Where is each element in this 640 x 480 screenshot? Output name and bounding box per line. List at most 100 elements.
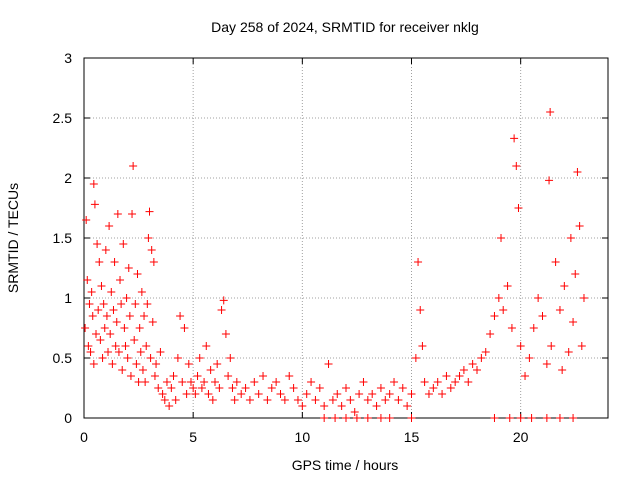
data-point (189, 384, 198, 392)
data-point (117, 300, 126, 308)
data-point (355, 390, 364, 398)
data-point (245, 396, 254, 404)
data-point (213, 360, 222, 368)
data-point (122, 294, 131, 302)
data-point (128, 210, 137, 218)
data-point (446, 384, 455, 392)
data-point (211, 378, 219, 386)
data-point (497, 234, 506, 242)
data-point (486, 330, 495, 338)
data-point (346, 396, 355, 404)
y-tick-label: 2 (64, 170, 72, 186)
data-point (186, 378, 195, 386)
data-point (547, 342, 556, 350)
data-point (96, 336, 105, 344)
y-tick-label: 0 (64, 410, 72, 426)
axis-ticks: 0 5 10 15 20 0 0.5 1 1.5 2 2.5 3 (53, 50, 608, 445)
data-point (376, 384, 385, 392)
data-point (342, 414, 350, 422)
data-point (171, 396, 180, 404)
data-point (202, 342, 211, 350)
data-point (84, 342, 93, 350)
data-point (311, 396, 320, 404)
data-point (424, 390, 433, 398)
data-point (133, 270, 142, 278)
data-point (119, 240, 128, 248)
data-point (564, 348, 573, 356)
data-point (337, 402, 346, 410)
data-point (569, 414, 578, 422)
data-point (459, 366, 468, 374)
data-point (200, 378, 209, 386)
y-tick-label: 0.5 (53, 350, 73, 366)
data-point (126, 372, 135, 380)
data-point (156, 348, 165, 356)
data-point (398, 384, 407, 392)
y-tick-label: 1.5 (53, 230, 73, 246)
data-point (320, 414, 329, 422)
data-point (116, 276, 125, 284)
data-point (503, 282, 512, 290)
y-tick-label: 2.5 (53, 110, 73, 126)
data-point (221, 330, 230, 338)
data-point (125, 312, 134, 320)
data-point (85, 300, 94, 308)
data-point (237, 390, 246, 398)
data-point (416, 306, 425, 314)
data-point (89, 360, 98, 368)
data-point (569, 318, 578, 326)
data-point (111, 342, 120, 350)
data-point (542, 414, 551, 422)
data-point (573, 168, 582, 176)
data-point (180, 324, 189, 332)
data-point (331, 414, 340, 422)
data-point (525, 354, 534, 362)
data-point (87, 288, 96, 296)
data-point (152, 360, 161, 368)
data-point (263, 396, 272, 404)
data-point (385, 390, 394, 398)
data-point (320, 402, 329, 410)
x-tick-label: 15 (404, 429, 420, 445)
data-point (101, 246, 110, 254)
data-point (481, 348, 490, 356)
data-point (510, 134, 519, 143)
data-point (135, 324, 144, 332)
data-point (342, 384, 350, 392)
data-point (285, 372, 294, 380)
data-point (146, 354, 155, 362)
data-point (148, 318, 157, 326)
data-point (150, 372, 159, 380)
data-point (250, 378, 259, 386)
data-point (105, 222, 114, 230)
data-point (145, 207, 154, 216)
data-point (102, 312, 111, 320)
grid (84, 58, 608, 418)
data-point (272, 378, 281, 386)
data-point (195, 354, 204, 362)
data-point (429, 384, 438, 392)
data-point (442, 372, 451, 380)
data-point (464, 378, 473, 386)
data-point (363, 414, 372, 422)
data-point (97, 282, 106, 290)
data-point (217, 306, 226, 314)
data-point (142, 342, 151, 350)
y-tick-label: 3 (64, 50, 72, 66)
data-point (521, 372, 530, 380)
chart-title: Day 258 of 2024, SRMTID for receiver nkl… (211, 19, 479, 35)
x-tick-label: 20 (513, 429, 529, 445)
data-point (118, 366, 127, 374)
data-point (107, 288, 116, 296)
data-point (224, 372, 233, 380)
data-point (165, 402, 174, 410)
data-point (307, 378, 316, 386)
data-point (433, 378, 442, 386)
data-point (359, 378, 368, 386)
data-point (555, 414, 564, 422)
data-point (176, 312, 185, 320)
data-point (333, 390, 342, 398)
data-point (178, 378, 187, 386)
data-point (505, 414, 514, 422)
